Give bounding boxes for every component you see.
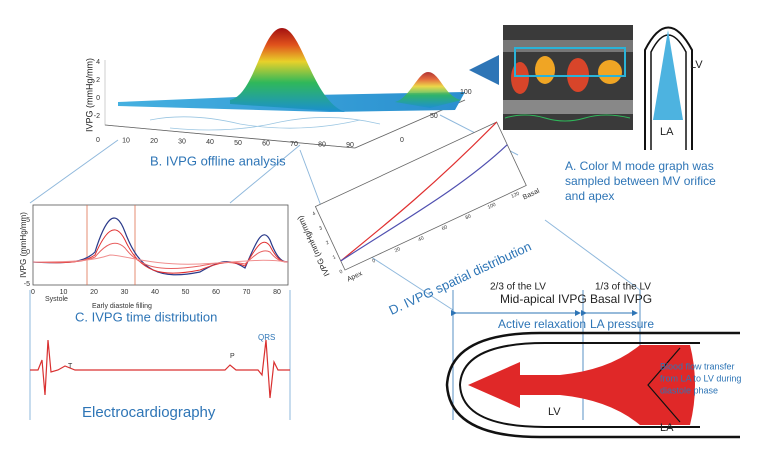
y-ticks: 5 0 -5 [24,217,30,288]
tick-label: 0 [26,249,30,256]
wave-label: T [68,363,73,370]
tick-label: 70 [290,141,298,148]
segment-name: Mid-apical IVPG [500,292,587,306]
tick-label: 4 [96,59,100,66]
time-plot [32,204,289,286]
note-line: from LA to LV during [660,373,741,383]
lv-diagram [445,290,740,439]
driver-label: Active relaxation [498,317,586,331]
end-label: Basal [522,187,541,201]
fraction-label: 1/3 of the LV [595,282,651,293]
la-label: LA [660,422,674,434]
tick-label: 0 [31,289,35,296]
tick-label: 80 [318,142,326,149]
tick-label: 20 [90,289,98,296]
tick-label: 0 [96,137,100,144]
tick-label: 30 [178,139,186,146]
tick-label: 10 [60,289,68,296]
tick-label: 10 [122,137,130,144]
wave-label: P [230,353,235,360]
ecg-trace [30,339,290,399]
tick-label: 4 [312,211,317,218]
tick-label: 20 [150,138,158,145]
tick-label: 3 [318,225,323,232]
z-ticks: 4 2 0 -2 [94,59,100,120]
tick-label: 80 [273,289,281,296]
tick-label: 2 [96,77,100,84]
tick-label: 5 [26,217,30,224]
note-line: Blood flow transfer [660,361,735,371]
tick-label: -2 [94,113,100,120]
m-mode-image [503,25,633,130]
tick-label: 2 [325,240,330,247]
segment-name: Basal IVPG [590,292,652,306]
wave-label: QRS [258,333,275,342]
lv-label: LV [548,406,561,418]
tick-label: 40 [151,289,159,296]
tick-label: 0 [96,95,100,102]
tick-label: 30 [121,289,129,296]
la-label: LA [660,126,674,138]
tick-label: 100 [487,202,497,211]
tick-label: 120 [510,191,520,200]
x-ticks: 0 10 20 30 40 50 60 70 80 [31,289,281,296]
caption: B. IVPG offline analysis [150,153,286,168]
tick-label: 20 [394,246,402,254]
fraction-label: 2/3 of the LV [490,282,546,293]
caption-line: A. Color M mode graph was [565,159,714,173]
tick-label: 50 [182,289,190,296]
tick-label: 0 [339,269,344,276]
axis-label: IVPG (mmHg/mm) [19,212,28,278]
tick-label: -5 [24,281,30,288]
tick-label: 50 [430,113,438,120]
axis-label: IVPG (mmHg/mm) [84,58,94,132]
x-ticks: 0 10 20 30 40 50 60 70 80 90 [96,137,354,149]
lv-label: LV [690,59,703,71]
caption-line: and apex [565,189,614,203]
tick-label: 70 [243,289,251,296]
tick-label: 90 [346,142,354,149]
title: Electrocardiography [82,404,216,421]
end-label: Apex [346,270,364,283]
caption-line: sampled between MV orifice [565,174,716,188]
tick-label: 50 [234,140,242,147]
tick-label: 0 [371,258,376,265]
phase-label: Systole [45,296,68,303]
tick-label: 60 [262,140,270,147]
tick-label: 40 [417,235,425,243]
caption: C. IVPG time distribution [75,309,217,324]
tick-label: 0 [400,137,404,144]
lv-sketch [644,26,693,150]
surface-plot [104,28,466,149]
depth-ticks: 0 50 100 [400,89,472,144]
note-line: diastole phase [660,385,718,395]
tick-label: 1 [332,254,337,261]
tick-label: 100 [460,89,472,96]
phase-label: Early diastole filling [92,303,152,310]
tick-label: 60 [212,289,220,296]
tick-label: 60 [441,224,449,232]
tick-label: 40 [206,139,214,146]
driver-label: LA pressure [590,317,654,331]
tick-label: 80 [464,213,472,221]
